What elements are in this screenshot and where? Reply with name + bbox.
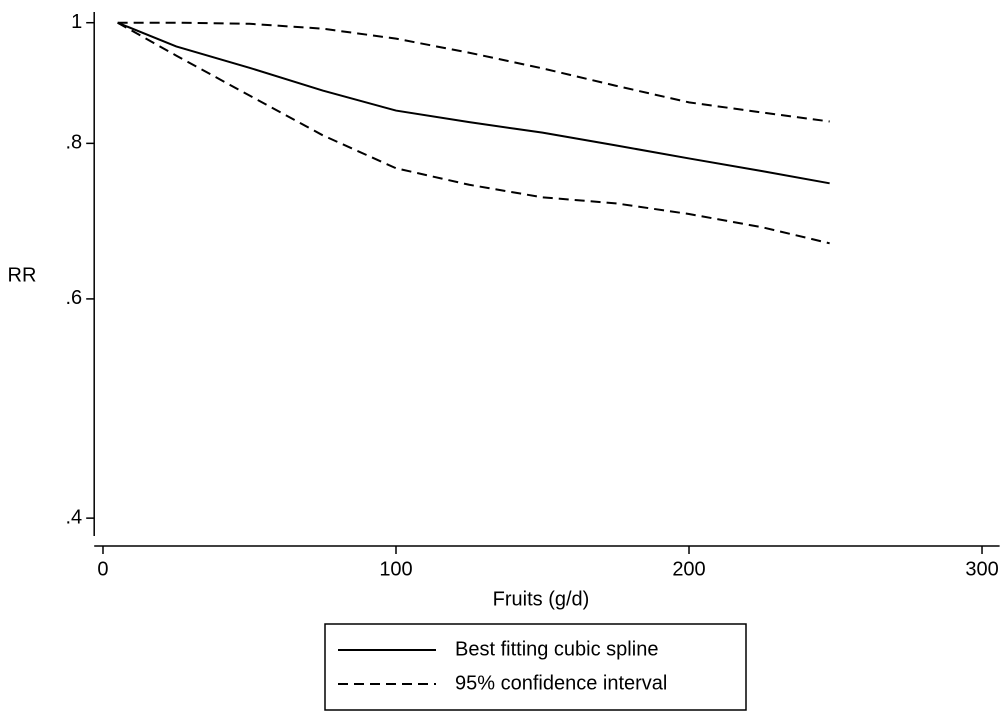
x-tick-label: 100	[379, 558, 412, 580]
x-tick-label: 0	[97, 558, 108, 580]
x-axis-label: Fruits (g/d)	[493, 588, 590, 610]
y-tick-label: 1	[71, 11, 82, 33]
ci-line	[117, 21, 830, 245]
legend-label: Best fitting cubic spline	[455, 638, 658, 660]
y-axis-label: RR	[8, 264, 37, 286]
x-tick-label: 300	[965, 558, 998, 580]
ci-line	[117, 21, 830, 123]
y-tick-label: .4	[66, 506, 83, 528]
y-tick-label: .6	[66, 287, 83, 309]
y-tick-label: .8	[66, 132, 83, 154]
fit-line	[117, 21, 830, 185]
legend-box	[324, 623, 747, 711]
legend-label: 95% confidence interval	[455, 672, 667, 694]
x-tick-label: 200	[672, 558, 705, 580]
